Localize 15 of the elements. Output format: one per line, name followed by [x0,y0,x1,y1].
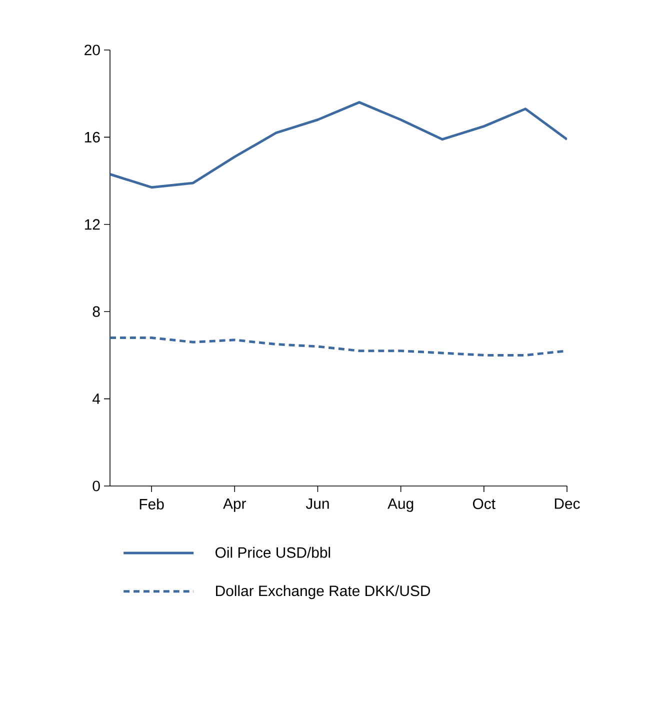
y-tick-label: 0 [92,480,100,492]
x-tick-label: Dec [554,498,580,509]
x-tick-label: Jun [306,498,329,509]
y-tick-label: 16 [84,132,100,142]
legend-label: Oil Price USD/bbl [216,546,330,558]
y-tick-label: 12 [84,219,100,230]
legend-label: Dollar Exchange Rate DKK/USD [216,585,430,600]
x-tick-label: Apr [223,498,246,512]
x-tick-label: Feb [140,498,164,510]
x-tick-label: Aug [388,498,414,512]
line-series [110,101,568,189]
y-tick-label: 20 [84,44,100,56]
y-tick-label: 8 [92,306,100,317]
y-tick-label: 4 [92,394,100,404]
x-tick-label: Oct [472,498,496,510]
